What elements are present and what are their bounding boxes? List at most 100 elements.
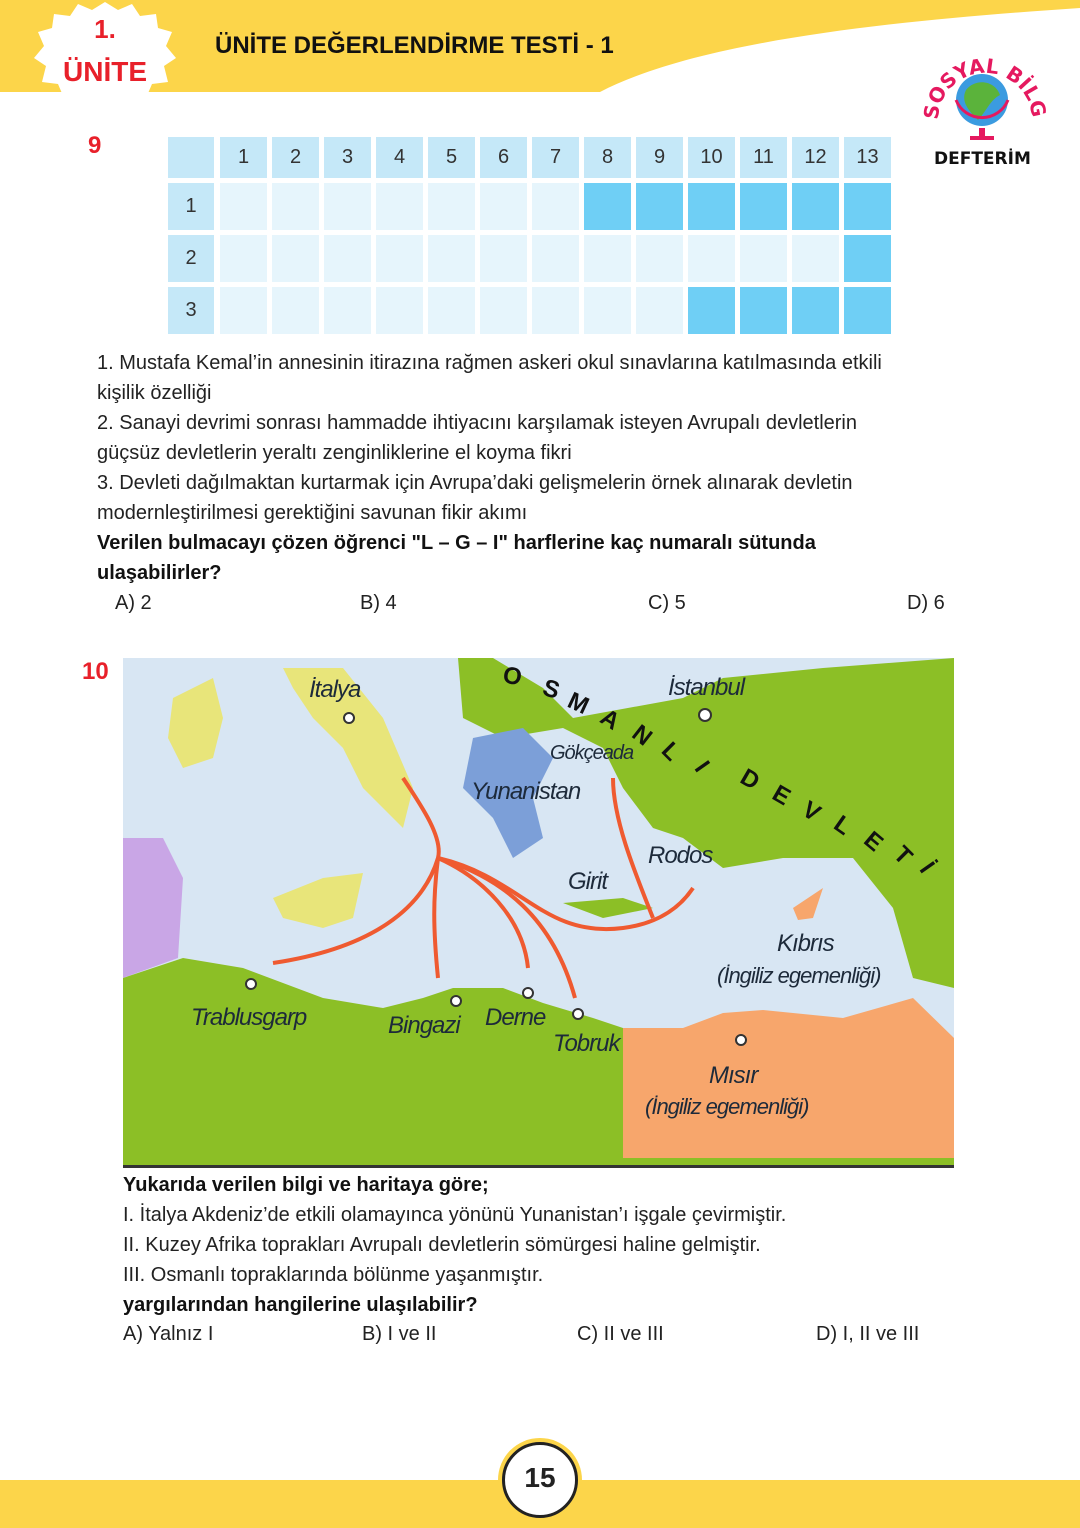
grid-cell bbox=[636, 183, 683, 230]
page-number: 15 bbox=[524, 1462, 556, 1493]
option-b[interactable]: B) 4 bbox=[360, 592, 397, 614]
grid-cell bbox=[532, 287, 579, 334]
grid-column-header: 2 bbox=[272, 137, 319, 178]
grid-column-header: 13 bbox=[844, 137, 891, 178]
grid-cell bbox=[428, 287, 475, 334]
grid-cell bbox=[688, 287, 735, 334]
question-text: yargılarından hangilerine ulaşılabilir? bbox=[123, 1294, 478, 1316]
grid-column-header: 6 bbox=[480, 137, 527, 178]
grid-cell bbox=[688, 183, 735, 230]
grid-cell bbox=[220, 235, 267, 282]
grid-column-header: 4 bbox=[376, 137, 423, 178]
svg-text:DEFTERİM: DEFTERİM bbox=[934, 147, 1031, 169]
clue-line: 1. Mustafa Kemal’in annesinin itirazına … bbox=[97, 352, 882, 374]
question-number: 9 bbox=[88, 132, 102, 159]
option-c[interactable]: C) II ve III bbox=[577, 1323, 664, 1345]
grid-cell bbox=[636, 235, 683, 282]
grid-column-header: 9 bbox=[636, 137, 683, 178]
map: İtalya İstanbul Gökçeada Yunanistan Rodo… bbox=[123, 658, 954, 1168]
option-c[interactable]: C) 5 bbox=[648, 592, 686, 614]
statement: III. Osmanlı topraklarında bölünme yaşan… bbox=[123, 1264, 544, 1286]
clue-line: kişilik özelliği bbox=[97, 382, 212, 404]
grid-cell bbox=[636, 287, 683, 334]
grid-cell bbox=[844, 287, 891, 334]
clue-line: güçsüz devletlerin yeraltı zenginlikleri… bbox=[97, 442, 572, 464]
map-label-misir: Mısır bbox=[709, 1062, 758, 1089]
grid-column-header: 1 bbox=[220, 137, 267, 178]
option-d[interactable]: D) 6 bbox=[907, 592, 945, 614]
map-label-girit: Girit bbox=[568, 868, 608, 895]
map-label-bingazi: Bingazi bbox=[388, 1012, 461, 1039]
grid-cell bbox=[844, 183, 891, 230]
map-label-rodos: Rodos bbox=[648, 842, 713, 869]
question-text: Verilen bulmacayı çözen öğrenci "L – G –… bbox=[97, 532, 816, 554]
grid-cell bbox=[324, 183, 371, 230]
grid-cell bbox=[220, 287, 267, 334]
grid-cell bbox=[688, 235, 735, 282]
option-d[interactable]: D) I, II ve III bbox=[816, 1323, 920, 1345]
logo: SOSYAL BİLGİLER DEFTERİM bbox=[912, 21, 1051, 170]
grid-cell bbox=[480, 235, 527, 282]
grid-cell bbox=[376, 235, 423, 282]
grid-corner bbox=[168, 137, 214, 178]
grid-cell bbox=[740, 183, 787, 230]
map-label-gokceada: Gökçeada bbox=[550, 742, 634, 764]
grid-cell bbox=[324, 287, 371, 334]
grid-column-header: 10 bbox=[688, 137, 735, 178]
map-label-istanbul: İstanbul bbox=[668, 674, 745, 701]
unit-word: ÜNİTE bbox=[63, 56, 147, 87]
option-a[interactable]: A) 2 bbox=[115, 592, 152, 614]
grid-cell bbox=[584, 235, 631, 282]
grid-row-header: 3 bbox=[168, 287, 214, 334]
question-text: ulaşabilirler? bbox=[97, 562, 222, 584]
grid-cell bbox=[376, 287, 423, 334]
map-label-tobruk: Tobruk bbox=[553, 1030, 620, 1057]
header-band bbox=[0, 0, 1080, 92]
grid-cell bbox=[428, 235, 475, 282]
unit-badge bbox=[34, 2, 176, 98]
globe-icon: SOSYAL BİLGİLER DEFTERİM bbox=[912, 21, 1051, 169]
grid-cell bbox=[272, 235, 319, 282]
statement: I. İtalya Akdeniz’de etkili olamayınca y… bbox=[123, 1204, 787, 1226]
map-label-kibris-note: (İngiliz egemenliği) bbox=[717, 963, 881, 988]
grid-column-header: 7 bbox=[532, 137, 579, 178]
map-label-italya: İtalya bbox=[309, 676, 361, 703]
grid-cell bbox=[584, 287, 631, 334]
grid-cell bbox=[220, 183, 267, 230]
grid-cell bbox=[792, 287, 839, 334]
question-number: 10 bbox=[82, 658, 109, 685]
option-b[interactable]: B) I ve II bbox=[362, 1323, 437, 1345]
option-a[interactable]: A) Yalnız I bbox=[123, 1323, 214, 1345]
grid-cell bbox=[584, 183, 631, 230]
clue-line: 3. Devleti dağılmaktan kurtarmak için Av… bbox=[97, 472, 853, 494]
grid-column-header: 8 bbox=[584, 137, 631, 178]
map-label-yunanistan: Yunanistan bbox=[471, 778, 581, 805]
statement: II. Kuzey Afrika toprakları Avrupalı dev… bbox=[123, 1234, 761, 1256]
grid-column-header: 11 bbox=[740, 137, 787, 178]
grid-cell bbox=[272, 183, 319, 230]
grid-column-header: 3 bbox=[324, 137, 371, 178]
unit-number: 1. bbox=[94, 14, 116, 44]
grid-row-header: 2 bbox=[168, 235, 214, 282]
grid-cell bbox=[272, 287, 319, 334]
grid-cell bbox=[740, 287, 787, 334]
grid-cell bbox=[480, 183, 527, 230]
grid-cell bbox=[532, 183, 579, 230]
page-title: ÜNİTE DEĞERLENDİRME TESTİ - 1 bbox=[215, 32, 614, 59]
grid-column-header: 12 bbox=[792, 137, 839, 178]
page-number-badge bbox=[502, 1442, 578, 1518]
map-shapes bbox=[123, 658, 954, 1165]
map-label-trablusgarp: Trablusgarp bbox=[191, 1004, 307, 1031]
grid-cell bbox=[428, 183, 475, 230]
grid-cell bbox=[740, 235, 787, 282]
clue-line: 2. Sanayi devrimi sonrası hammadde ihtiy… bbox=[97, 412, 857, 434]
grid-column-header: 5 bbox=[428, 137, 475, 178]
grid-cell bbox=[792, 235, 839, 282]
clue-line: modernleştirilmesi gerektiğini savunan f… bbox=[97, 502, 528, 524]
map-label-kibris: Kıbrıs bbox=[777, 930, 835, 957]
grid-row-header: 1 bbox=[168, 183, 214, 230]
grid-cell bbox=[480, 287, 527, 334]
grid-cell bbox=[376, 183, 423, 230]
grid-cell bbox=[324, 235, 371, 282]
map-label-misir-note: (İngiliz egemenliği) bbox=[645, 1094, 809, 1119]
